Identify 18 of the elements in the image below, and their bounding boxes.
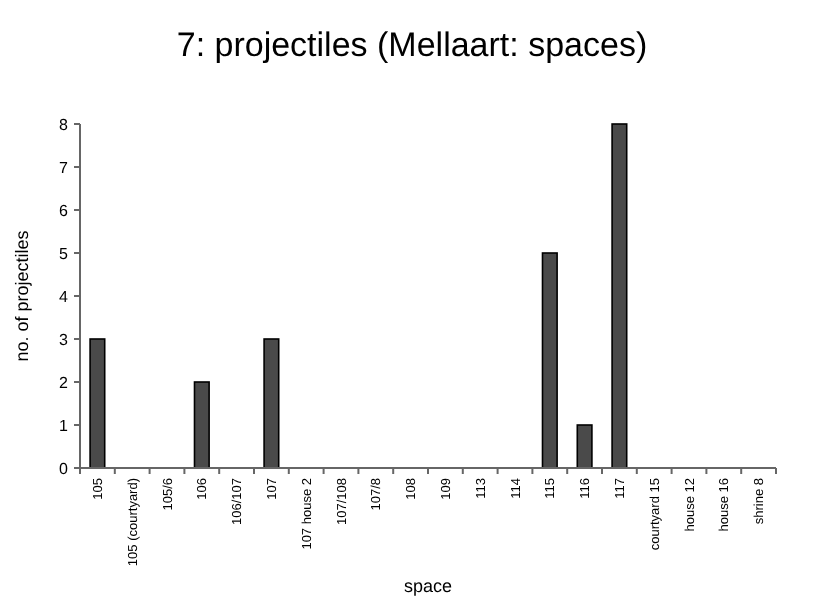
x-axis-title: space bbox=[403, 576, 453, 596]
y-tick-label: 0 bbox=[59, 459, 70, 478]
chart-title: 7: projectiles (Mellaart: spaces) bbox=[176, 26, 648, 64]
bar bbox=[263, 338, 280, 469]
y-tick-label: 4 bbox=[59, 287, 70, 306]
bar bbox=[541, 252, 558, 469]
bar bbox=[611, 123, 628, 469]
y-axis-title: no. of projectiles bbox=[12, 229, 32, 362]
bar bbox=[89, 338, 106, 469]
y-tick-label: 6 bbox=[59, 201, 70, 220]
y-tick-label: 2 bbox=[59, 373, 70, 392]
bar bbox=[193, 381, 210, 469]
y-tick-label: 5 bbox=[59, 244, 70, 263]
bar bbox=[576, 424, 593, 469]
y-tick-label: 8 bbox=[59, 115, 70, 134]
y-tick-label: 3 bbox=[59, 330, 70, 349]
y-tick-label: 7 bbox=[59, 158, 70, 177]
y-tick-label: 1 bbox=[59, 416, 70, 435]
